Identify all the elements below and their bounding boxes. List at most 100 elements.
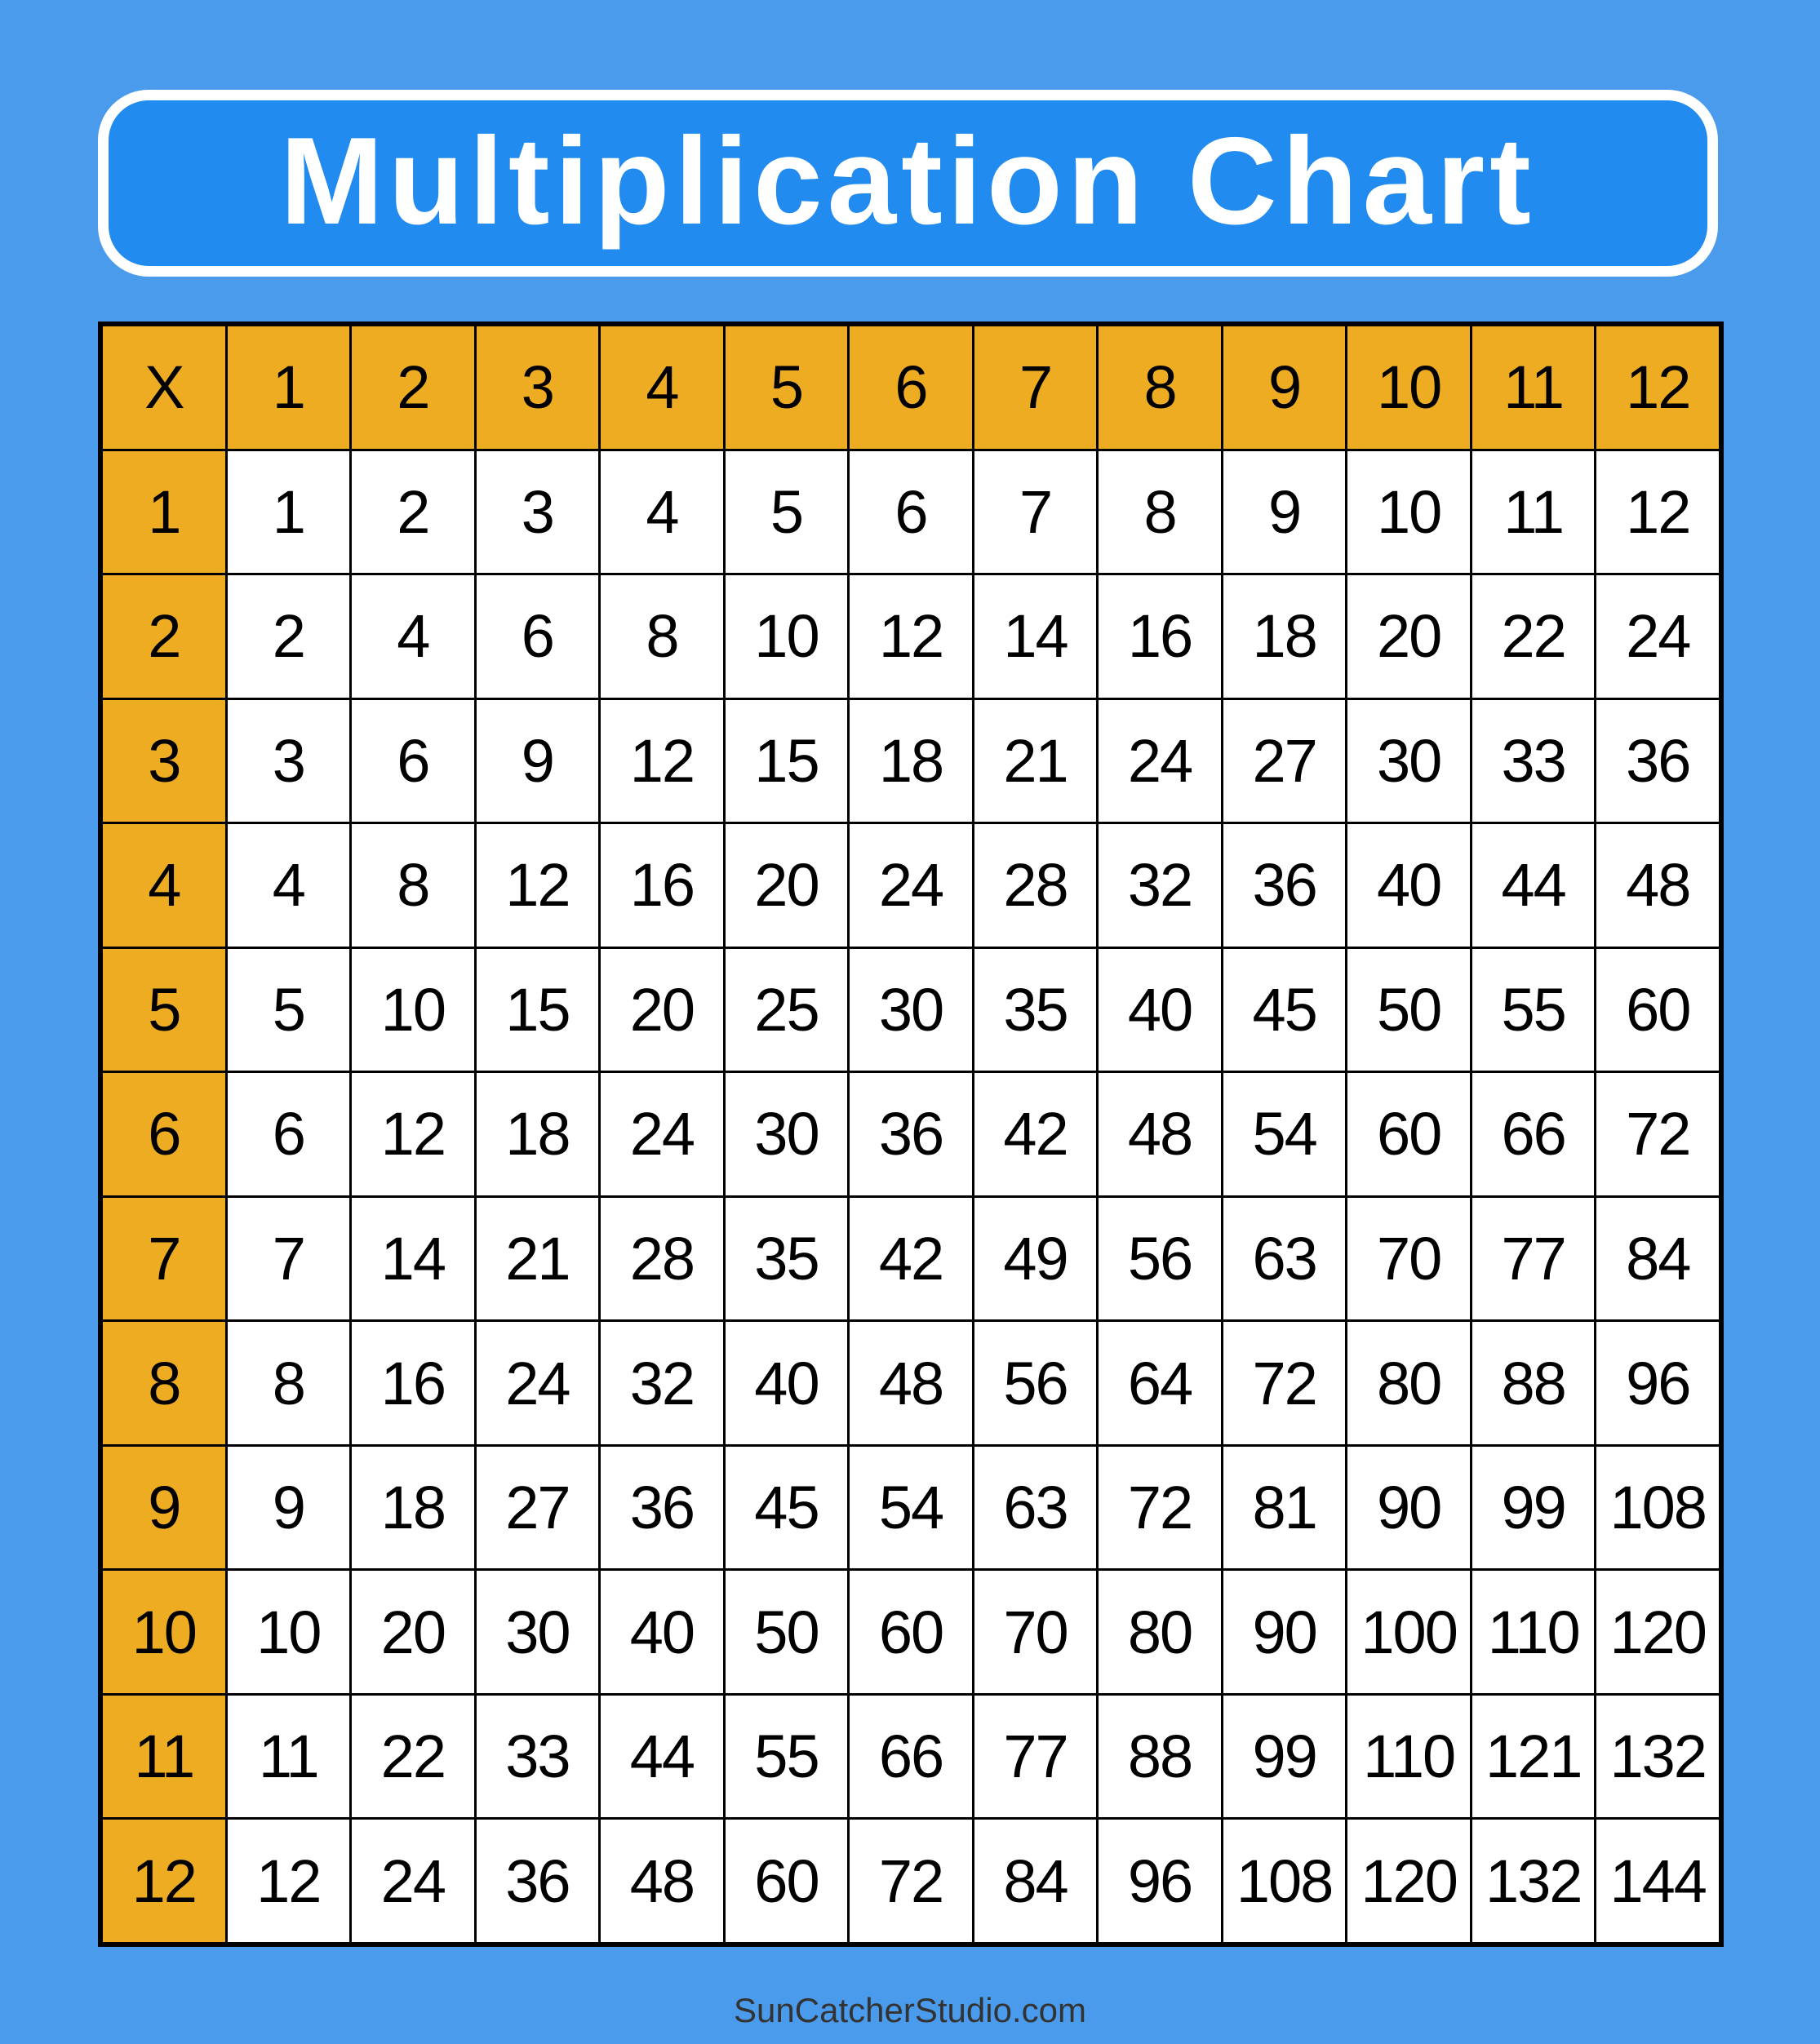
product-cell: 108 bbox=[1596, 1446, 1719, 1569]
product-cell: 45 bbox=[725, 1446, 848, 1569]
row-header-cell: 5 bbox=[103, 948, 225, 1071]
product-cell: 6 bbox=[352, 699, 474, 822]
product-cell: 33 bbox=[476, 1695, 599, 1818]
product-cell: 18 bbox=[850, 699, 972, 822]
product-cell: 40 bbox=[1099, 948, 1221, 1071]
product-cell: 7 bbox=[227, 1197, 350, 1320]
row-header-cell: 1 bbox=[103, 450, 225, 574]
product-cell: 60 bbox=[1596, 948, 1719, 1071]
column-header-cell: 8 bbox=[1099, 326, 1221, 449]
product-cell: 11 bbox=[227, 1695, 350, 1818]
row-header-cell: 7 bbox=[103, 1197, 225, 1320]
product-cell: 84 bbox=[1596, 1197, 1719, 1320]
product-cell: 21 bbox=[974, 699, 1097, 822]
product-cell: 12 bbox=[601, 699, 723, 822]
column-header-cell: 2 bbox=[352, 326, 474, 449]
product-cell: 72 bbox=[850, 1820, 972, 1942]
product-cell: 10 bbox=[725, 575, 848, 698]
product-cell: 16 bbox=[1099, 575, 1221, 698]
row-header-cell: 8 bbox=[103, 1322, 225, 1444]
product-cell: 16 bbox=[352, 1322, 474, 1444]
product-cell: 2 bbox=[227, 575, 350, 698]
product-cell: 6 bbox=[227, 1073, 350, 1195]
product-cell: 72 bbox=[1596, 1073, 1719, 1195]
product-cell: 81 bbox=[1223, 1446, 1346, 1569]
product-cell: 55 bbox=[1472, 948, 1595, 1071]
column-header-cell: 11 bbox=[1472, 326, 1595, 449]
product-cell: 20 bbox=[352, 1571, 474, 1693]
product-cell: 20 bbox=[1347, 575, 1470, 698]
product-cell: 12 bbox=[227, 1820, 350, 1942]
product-cell: 50 bbox=[1347, 948, 1470, 1071]
row-header-cell: 11 bbox=[103, 1695, 225, 1818]
product-cell: 4 bbox=[227, 824, 350, 947]
row-header-cell: 9 bbox=[103, 1446, 225, 1569]
product-cell: 4 bbox=[601, 450, 723, 574]
product-cell: 60 bbox=[725, 1820, 848, 1942]
product-cell: 5 bbox=[227, 948, 350, 1071]
product-cell: 4 bbox=[352, 575, 474, 698]
product-cell: 108 bbox=[1223, 1820, 1346, 1942]
product-cell: 70 bbox=[974, 1571, 1097, 1693]
product-cell: 77 bbox=[974, 1695, 1097, 1818]
column-header-cell: 1 bbox=[227, 326, 350, 449]
product-cell: 8 bbox=[352, 824, 474, 947]
product-cell: 16 bbox=[601, 824, 723, 947]
row-header-cell: 12 bbox=[103, 1820, 225, 1942]
product-cell: 14 bbox=[974, 575, 1097, 698]
product-cell: 15 bbox=[476, 948, 599, 1071]
product-cell: 20 bbox=[725, 824, 848, 947]
product-cell: 36 bbox=[476, 1820, 599, 1942]
product-cell: 90 bbox=[1347, 1446, 1470, 1569]
product-cell: 6 bbox=[850, 450, 972, 574]
product-cell: 9 bbox=[1223, 450, 1346, 574]
column-header-cell: 7 bbox=[974, 326, 1097, 449]
product-cell: 24 bbox=[850, 824, 972, 947]
row-header-cell: 4 bbox=[103, 824, 225, 947]
product-cell: 32 bbox=[1099, 824, 1221, 947]
product-cell: 60 bbox=[1347, 1073, 1470, 1195]
product-cell: 63 bbox=[1223, 1197, 1346, 1320]
product-cell: 12 bbox=[850, 575, 972, 698]
product-cell: 14 bbox=[352, 1197, 474, 1320]
product-cell: 36 bbox=[850, 1073, 972, 1195]
column-header-cell: 6 bbox=[850, 326, 972, 449]
product-cell: 144 bbox=[1596, 1820, 1719, 1942]
product-cell: 48 bbox=[1099, 1073, 1221, 1195]
product-cell: 18 bbox=[1223, 575, 1346, 698]
product-cell: 30 bbox=[850, 948, 972, 1071]
product-cell: 55 bbox=[725, 1695, 848, 1818]
product-cell: 12 bbox=[476, 824, 599, 947]
multiplication-table: X 1 2 3 4 5 6 7 8 9 10 11 12 1 1 2 3 4 5 6 7 8 9 10 11 12 2 2 4 6 8 10 1… bbox=[98, 321, 1724, 1947]
column-header-cell: 3 bbox=[476, 326, 599, 449]
product-cell: 40 bbox=[1347, 824, 1470, 947]
row-header-cell: 6 bbox=[103, 1073, 225, 1195]
product-cell: 32 bbox=[601, 1322, 723, 1444]
product-cell: 120 bbox=[1347, 1820, 1470, 1942]
product-cell: 33 bbox=[1472, 699, 1595, 822]
product-cell: 36 bbox=[1223, 824, 1346, 947]
product-cell: 3 bbox=[476, 450, 599, 574]
product-cell: 40 bbox=[601, 1571, 723, 1693]
product-cell: 48 bbox=[601, 1820, 723, 1942]
column-header-cell: 5 bbox=[725, 326, 848, 449]
product-cell: 15 bbox=[725, 699, 848, 822]
product-cell: 9 bbox=[227, 1446, 350, 1569]
product-cell: 90 bbox=[1223, 1571, 1346, 1693]
column-header-cell: 12 bbox=[1596, 326, 1719, 449]
product-cell: 96 bbox=[1596, 1322, 1719, 1444]
product-cell: 42 bbox=[850, 1197, 972, 1320]
row-header-cell: 3 bbox=[103, 699, 225, 822]
product-cell: 64 bbox=[1099, 1322, 1221, 1444]
product-cell: 35 bbox=[974, 948, 1097, 1071]
product-cell: 49 bbox=[974, 1197, 1097, 1320]
product-cell: 5 bbox=[725, 450, 848, 574]
product-cell: 110 bbox=[1347, 1695, 1470, 1818]
product-cell: 8 bbox=[601, 575, 723, 698]
product-cell: 9 bbox=[476, 699, 599, 822]
row-header-cell: 10 bbox=[103, 1571, 225, 1693]
product-cell: 24 bbox=[601, 1073, 723, 1195]
product-cell: 20 bbox=[601, 948, 723, 1071]
corner-header-cell: X bbox=[103, 326, 225, 449]
product-cell: 110 bbox=[1472, 1571, 1595, 1693]
